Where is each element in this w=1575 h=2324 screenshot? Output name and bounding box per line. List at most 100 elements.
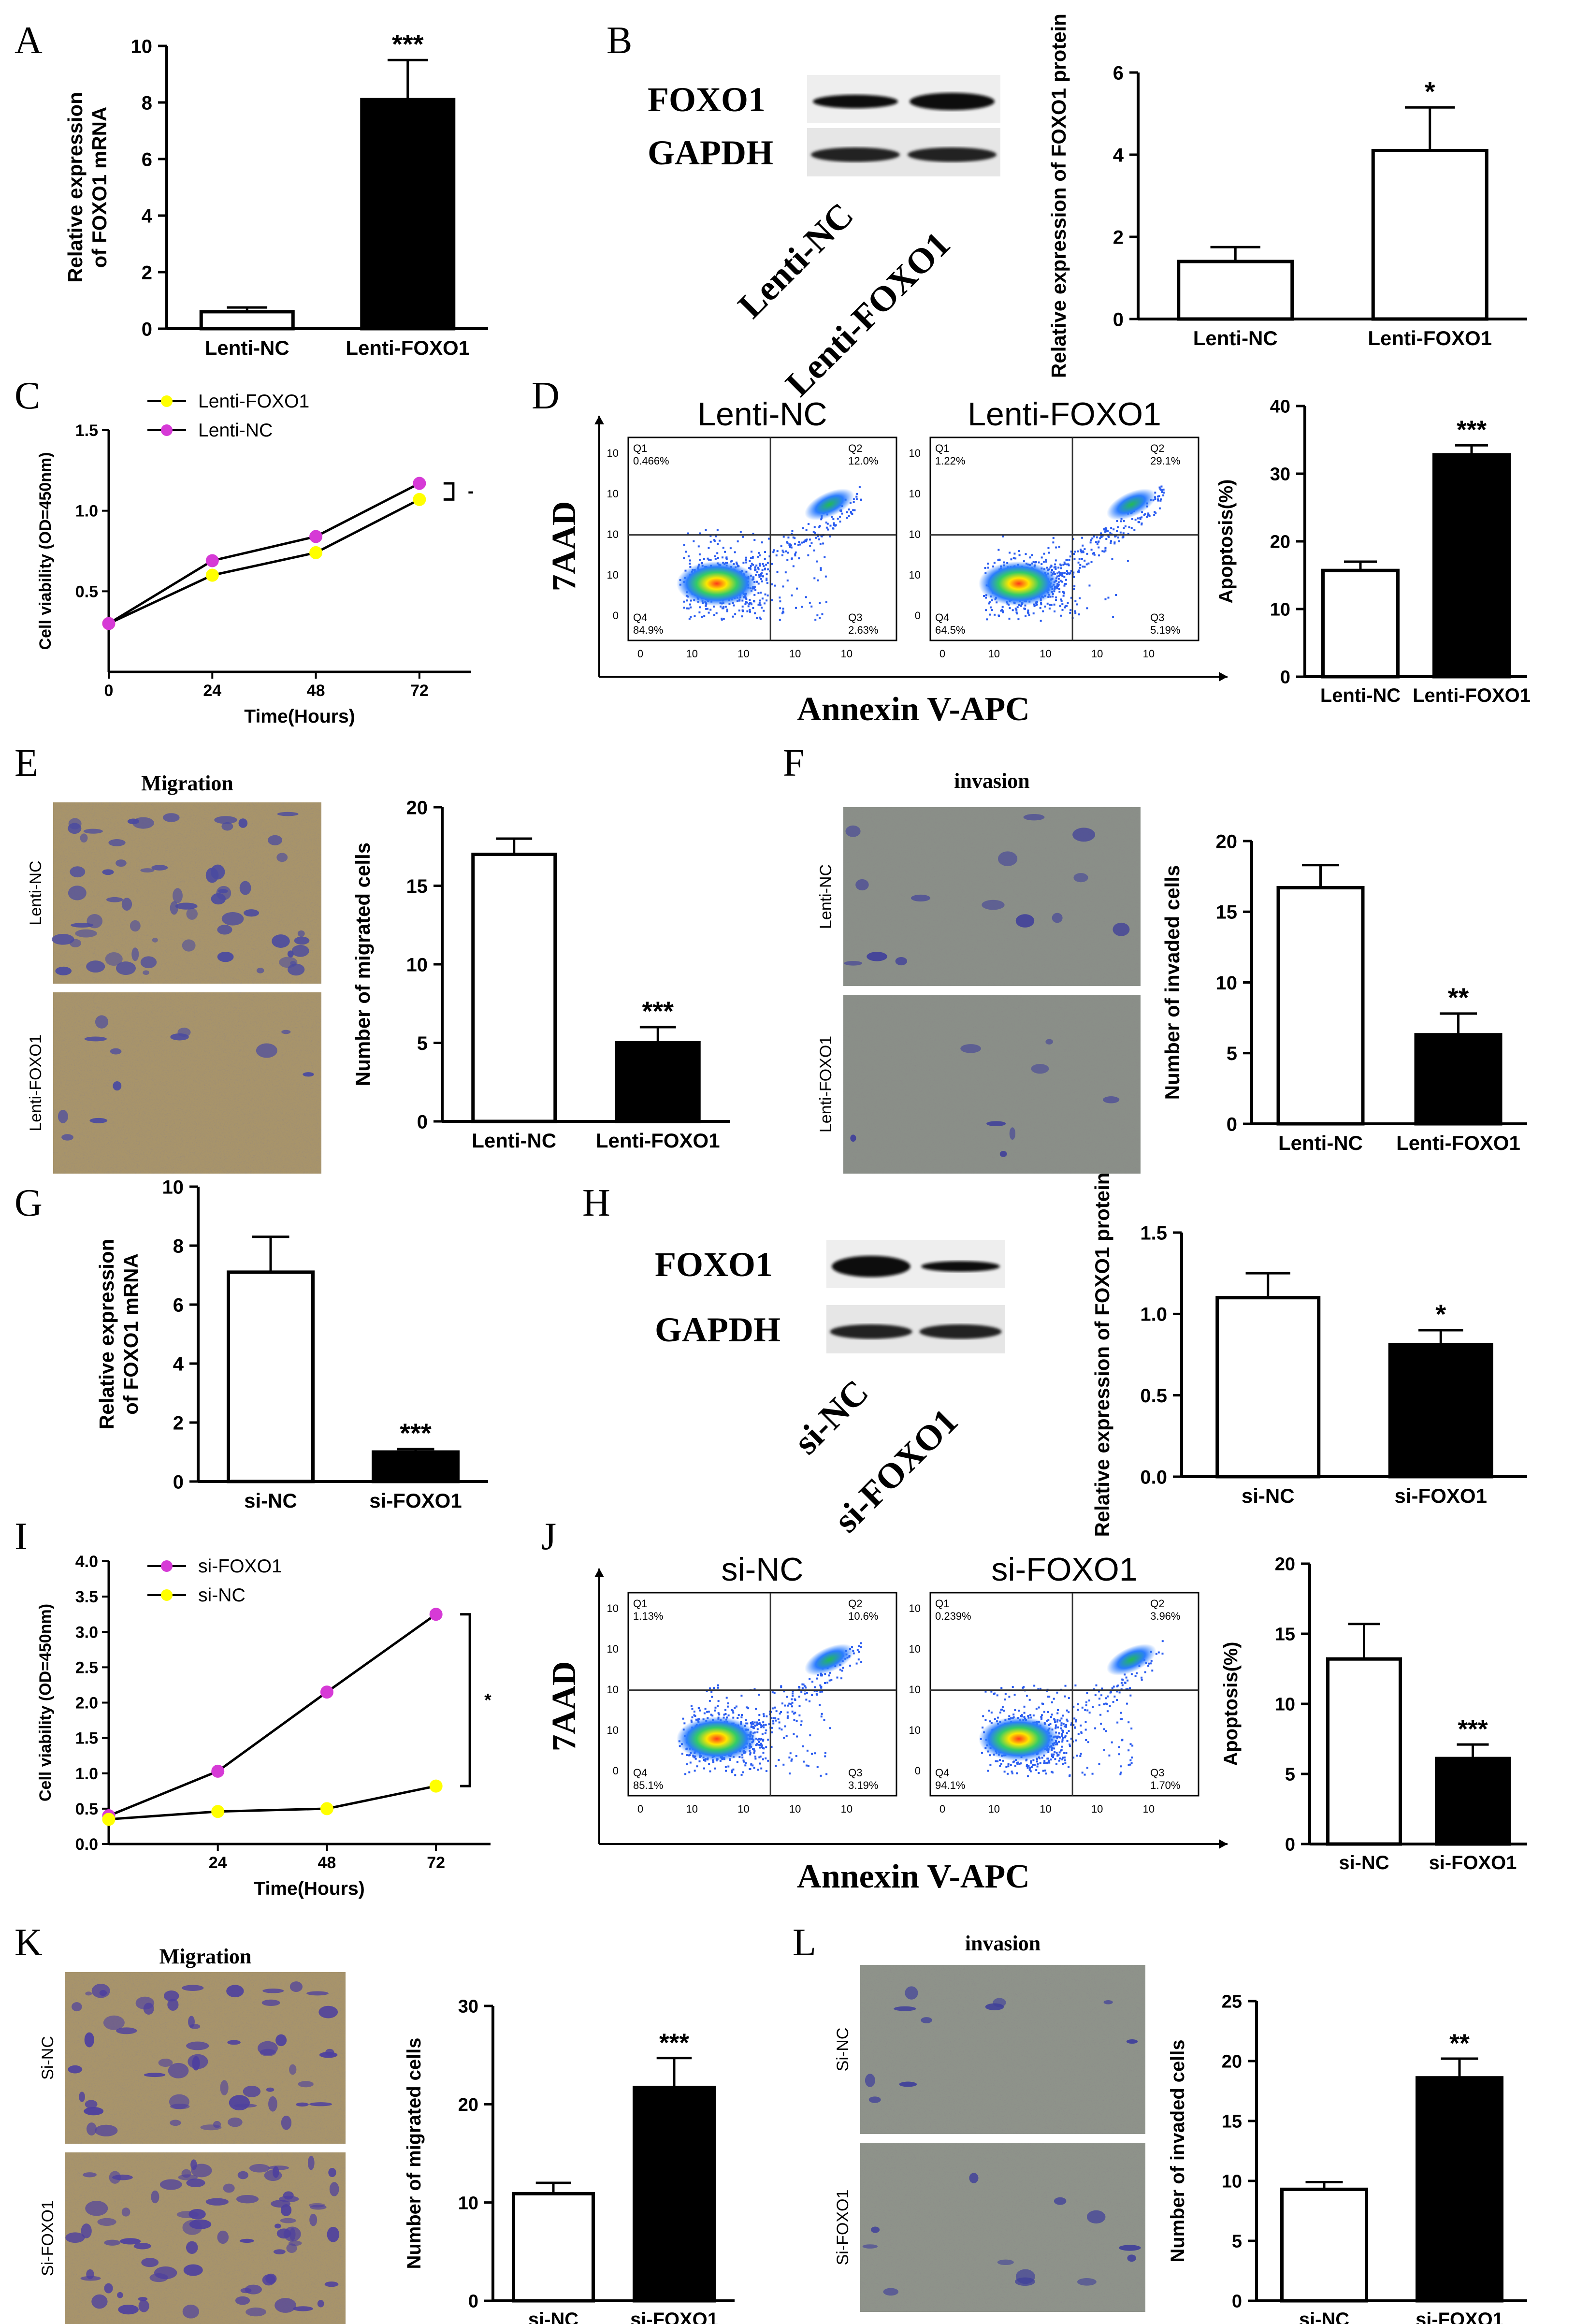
flow-event — [713, 540, 716, 542]
flow-event — [1049, 604, 1051, 606]
flow-y-tick-label: 10 — [909, 569, 921, 581]
flow-event — [749, 567, 751, 569]
flow-event — [1124, 1682, 1127, 1684]
flow-event — [1060, 598, 1062, 601]
flow-event — [751, 1721, 754, 1723]
stained-cell — [306, 1991, 329, 1996]
flow-event — [709, 540, 712, 543]
flow-event — [1062, 564, 1065, 566]
y-tick-label: 10 — [131, 36, 153, 57]
flow-event — [704, 1759, 707, 1762]
flow-event — [798, 1705, 801, 1707]
flow-event — [991, 609, 993, 611]
flow-event — [1113, 542, 1116, 545]
flow-event — [808, 523, 810, 525]
flow-event — [709, 1687, 711, 1690]
flow-event — [1063, 584, 1066, 587]
flow-event — [1110, 540, 1113, 542]
flow-event — [1045, 1772, 1047, 1775]
flow-event — [1002, 611, 1004, 613]
flow-plot-title: Lenti-FOXO1 — [968, 396, 1161, 433]
stained-cell — [226, 1985, 244, 1998]
flow-event — [803, 540, 806, 542]
flow-event — [1059, 571, 1061, 574]
flow-event — [735, 1705, 737, 1708]
flow-event — [1065, 579, 1068, 581]
flow-event — [1103, 528, 1105, 530]
flow-event — [812, 531, 815, 533]
flow-event — [824, 1752, 826, 1754]
bar-lenti-nc — [471, 853, 557, 1123]
flow-event — [1105, 1730, 1107, 1732]
flow-event — [760, 591, 762, 594]
flow-event — [1020, 1762, 1022, 1765]
y-tick-label: 0 — [1280, 668, 1290, 688]
flow-event — [1065, 559, 1068, 561]
flow-event — [1058, 588, 1061, 590]
flow-event — [742, 610, 744, 612]
flow-event — [1105, 529, 1108, 531]
flow-event — [1121, 1718, 1123, 1720]
flow-event — [1061, 1739, 1064, 1742]
flow-event — [1064, 1685, 1067, 1687]
flow-event — [753, 1767, 755, 1769]
flow-event — [1064, 1759, 1066, 1761]
flow-event — [1121, 536, 1124, 538]
y-tick-label: 0.0 — [1140, 1467, 1167, 1488]
y-tick-label: 15 — [1275, 1625, 1295, 1645]
significance-label: * — [1425, 76, 1435, 106]
flow-event — [1029, 556, 1031, 559]
flow-event — [1112, 616, 1114, 618]
flow-event — [1084, 1709, 1086, 1711]
flow-event — [770, 1745, 773, 1748]
flow-event — [802, 527, 804, 529]
quadrant-name: Q4 — [633, 611, 647, 624]
flow-event — [813, 577, 816, 580]
flow-event — [779, 1713, 781, 1715]
stained-cell — [283, 2226, 301, 2242]
flow-x-tick-label: 10 — [1040, 1803, 1051, 1815]
flow-plot: si-FOXO1Q10.239%Q23.96%Q494.1%Q31.70%101… — [909, 1551, 1199, 1815]
stained-cell — [1015, 914, 1035, 928]
flow-event — [1055, 1724, 1057, 1727]
flow-event — [981, 1752, 983, 1754]
flow-event — [1011, 1772, 1014, 1774]
flow-event — [1119, 531, 1122, 534]
flow-event — [754, 1756, 757, 1758]
flow-x-tick-label: 10 — [1040, 648, 1051, 660]
flow-event — [775, 1710, 778, 1713]
flow-event — [759, 565, 761, 567]
y-tick-label: 0 — [1113, 309, 1124, 330]
flow-event — [1129, 1743, 1132, 1745]
flow-event — [773, 1692, 776, 1694]
flow-event — [703, 615, 706, 617]
flow-event — [714, 1706, 717, 1709]
flow-event — [746, 1706, 748, 1709]
category-label: si-NC — [244, 1489, 297, 1512]
stained-cell — [71, 923, 94, 928]
flow-event — [792, 1695, 794, 1697]
flow-event — [1026, 1764, 1028, 1766]
flow-event — [738, 610, 740, 612]
flow-event — [1063, 572, 1066, 574]
blot-band — [830, 1324, 912, 1339]
flow-event — [742, 562, 745, 564]
stained-cell — [95, 1015, 109, 1029]
stained-cell — [144, 2073, 166, 2077]
flow-event — [1092, 1706, 1094, 1708]
flow-event — [1060, 567, 1062, 569]
stained-cell — [1072, 828, 1096, 842]
flow-event — [787, 552, 789, 554]
flow-event — [1010, 1764, 1012, 1767]
flow-event — [1088, 1699, 1091, 1702]
flow-event — [774, 1717, 777, 1719]
flow-event — [1055, 1726, 1057, 1728]
flow-event — [984, 566, 986, 569]
flow-event — [796, 587, 798, 590]
flow-event — [1123, 527, 1125, 529]
stained-cell — [1127, 2254, 1136, 2262]
flow-event — [751, 1724, 753, 1726]
flow-event — [794, 554, 796, 557]
